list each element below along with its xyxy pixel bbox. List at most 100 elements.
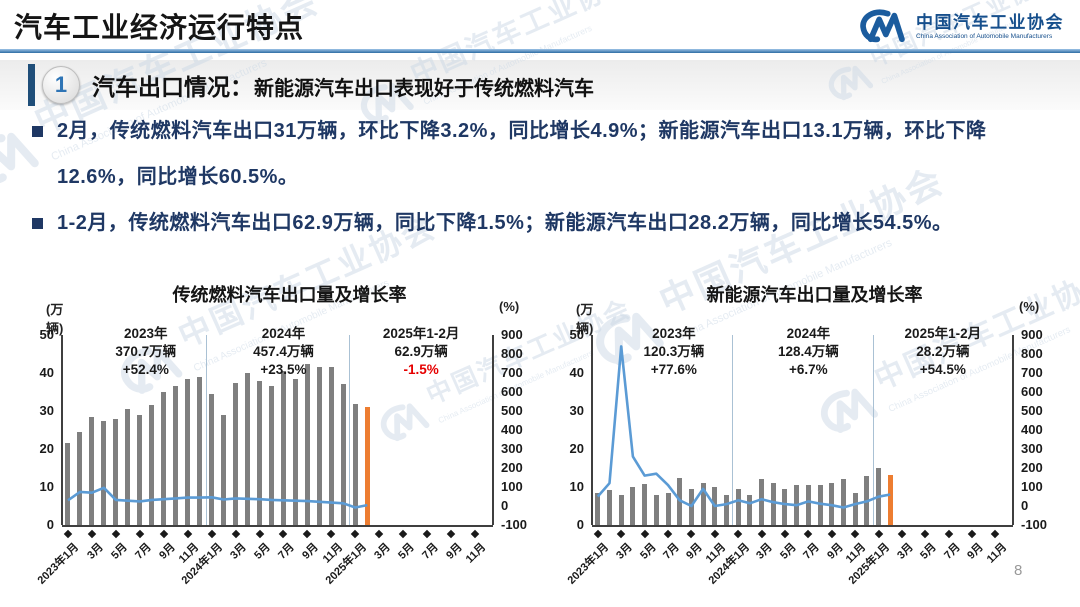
y-axis-tick-right: 800: [1021, 346, 1043, 361]
x-axis-tick-icon: [640, 529, 649, 539]
annotation-line: 128.4万辆: [777, 344, 839, 359]
header-divider: [0, 49, 1080, 53]
bullet-list: 2月，传统燃料汽车出口31万辆，环比下降3.2%，同比增长4.9%；新能源汽车出…: [32, 108, 1048, 246]
chart-annotation: 2025年1-2月 62.9万辆 -1.5%: [336, 325, 506, 379]
x-axis-label: 5月: [108, 541, 130, 562]
x-axis-tick-icon: [991, 529, 1000, 539]
bar: [113, 418, 119, 525]
y-axis-tick-right: 200: [501, 460, 523, 475]
x-axis-label: 11月: [464, 541, 489, 566]
annotation-line: -1.5%: [403, 362, 439, 377]
x-axis-tick-icon: [159, 529, 168, 539]
x-axis-label: 9月: [444, 541, 465, 562]
highlight-bar: [364, 407, 370, 525]
x-axis-label: 5月: [637, 541, 659, 562]
annotation-line: 2024年: [786, 326, 831, 341]
x-axis-tick-icon: [398, 529, 408, 539]
y-axis-tick-right: 0: [501, 498, 509, 513]
caam-logo: 中国汽车工业协会 China Association of Automobile…: [858, 8, 1064, 44]
x-axis-tick-icon: [279, 529, 288, 539]
bullet-text: 1-2月，传统燃料汽车出口62.9万辆，同比下降1.5%；新能源汽车出口28.2…: [57, 212, 953, 234]
section-number-badge: 1: [42, 66, 80, 104]
x-axis-tick-icon: [87, 529, 97, 539]
highlight-bar: [887, 475, 893, 525]
x-axis-label: 7月: [132, 541, 154, 562]
bar: [280, 371, 286, 525]
y-axis-tick-right: 800: [501, 346, 523, 361]
y-axis-tick-right: 500: [501, 403, 523, 418]
section-title: 汽车出口情况：: [92, 74, 253, 100]
bullet-item: 2月，传统燃料汽车出口31万辆，环比下降3.2%，同比增长4.9%；新能源汽车出…: [32, 108, 1048, 200]
y-axis-right: [492, 335, 494, 525]
bar: [125, 409, 131, 525]
x-axis-tick-icon: [804, 529, 813, 539]
y-axis-tick-left: 40: [39, 365, 54, 380]
year-separator: [349, 335, 351, 525]
year-separator: [732, 335, 734, 525]
x-axis-tick-icon: [207, 529, 216, 539]
page-number: 8: [1014, 562, 1023, 579]
x-axis-tick-icon: [327, 529, 336, 539]
bar: [161, 392, 167, 525]
x-axis-tick-icon: [616, 529, 626, 539]
x-axis-tick-icon: [446, 529, 456, 539]
growth-rate-line: [596, 345, 891, 509]
x-axis-label: 11月: [984, 541, 1010, 566]
bar: [352, 403, 358, 525]
x-axis-tick-icon: [710, 529, 720, 539]
x-axis-tick-icon: [874, 529, 883, 539]
y-axis-tick-right: 900: [1021, 327, 1043, 342]
x-axis-tick-icon: [255, 529, 264, 539]
x-axis-tick-icon: [850, 529, 860, 539]
bullet-marker-icon: [32, 126, 43, 137]
bar: [595, 493, 601, 525]
x-axis-tick-icon: [733, 529, 743, 539]
x-axis-label: 3月: [894, 541, 916, 562]
bar: [630, 487, 636, 525]
year-separator: [205, 335, 207, 525]
bullet-item: 1-2月，传统燃料汽车出口62.9万辆，同比下降1.5%；新能源汽车出口28.2…: [32, 200, 1048, 246]
chart-title: 传统燃料汽车出口量及增长率: [172, 285, 407, 305]
bar: [328, 367, 334, 525]
x-axis-tick-icon: [375, 529, 384, 539]
bar: [782, 488, 788, 525]
x-axis-label: 2023年1月: [35, 541, 82, 587]
x-axis-tick-icon: [303, 529, 312, 539]
bar: [665, 493, 671, 525]
annotation-line: 2025年1-2月: [382, 326, 460, 341]
y-axis-tick-right: 200: [1021, 460, 1043, 475]
y-axis-tick-left: 30: [569, 403, 584, 418]
growth-rate-line: [67, 486, 368, 509]
bar: [137, 414, 143, 525]
y-axis-tick-left: 30: [39, 403, 54, 418]
x-axis-label: 5月: [777, 541, 799, 562]
bar: [149, 405, 155, 525]
x-axis-tick-icon: [897, 529, 907, 539]
y-axis-tick-right: 400: [1021, 422, 1043, 437]
right-axis-unit-label: (%): [1019, 299, 1040, 314]
x-axis-tick-icon: [687, 529, 696, 539]
right-axis-unit-label: (%): [499, 299, 520, 314]
bar: [747, 494, 753, 525]
bar: [618, 495, 624, 525]
x-axis-tick-icon: [967, 529, 977, 539]
annotation-line: 2025年1-2月: [904, 326, 982, 341]
x-axis-tick-icon: [63, 529, 73, 539]
x-axis-label: 5月: [252, 541, 274, 562]
x-axis-tick-icon: [593, 529, 603, 539]
bar: [805, 485, 811, 525]
bar: [101, 420, 107, 525]
y-axis-tick-right: 600: [1021, 384, 1043, 399]
x-axis-label: 9月: [684, 541, 705, 562]
section-accent-bar: [28, 64, 35, 106]
x-axis-label: 3月: [614, 541, 635, 562]
x-axis-label: 9月: [965, 541, 986, 562]
bar: [233, 382, 239, 525]
bar: [245, 373, 251, 525]
annotation-line: 28.2万辆: [916, 344, 970, 359]
annotation-line: +23.5%: [260, 362, 307, 377]
chart-annotation: 2024年 457.4万辆 +23.5%: [198, 325, 368, 379]
y-axis-tick-left: 10: [569, 479, 584, 494]
bar: [316, 367, 322, 525]
